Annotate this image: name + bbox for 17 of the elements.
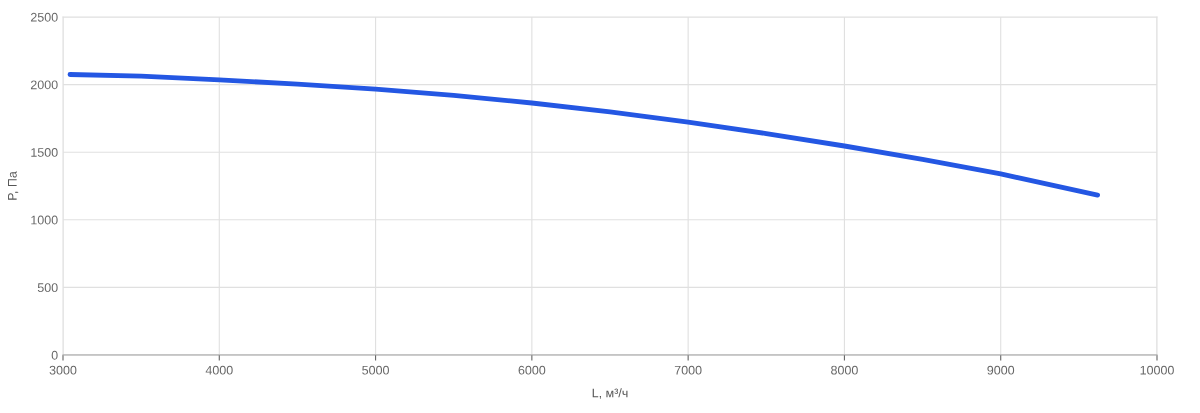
x-tick-label: 6000 bbox=[518, 365, 546, 375]
x-tick-label: 8000 bbox=[831, 365, 858, 375]
y-tick-label: 2500 bbox=[30, 12, 58, 22]
x-tick-label: 4000 bbox=[205, 365, 233, 375]
x-tick-label: 7000 bbox=[674, 365, 702, 375]
y-tick-label: 1500 bbox=[31, 148, 58, 157]
y-tick-label: 2000 bbox=[30, 80, 58, 90]
x-tick-label: 5000 bbox=[362, 365, 389, 375]
y-tick-label: 1000 bbox=[31, 215, 58, 225]
y-tick-label: 500 bbox=[37, 283, 58, 293]
y-tick-label: 0 bbox=[51, 350, 58, 360]
x-tick-label: 9000 bbox=[987, 365, 1015, 375]
line-series bbox=[67, 72, 1101, 198]
y-axis-title: P, Па bbox=[8, 171, 19, 200]
x-tick-label: 10000 bbox=[1140, 365, 1174, 375]
x-tick-label: 3000 bbox=[49, 365, 77, 375]
x-axis-title: L, м³/ч bbox=[592, 388, 628, 399]
